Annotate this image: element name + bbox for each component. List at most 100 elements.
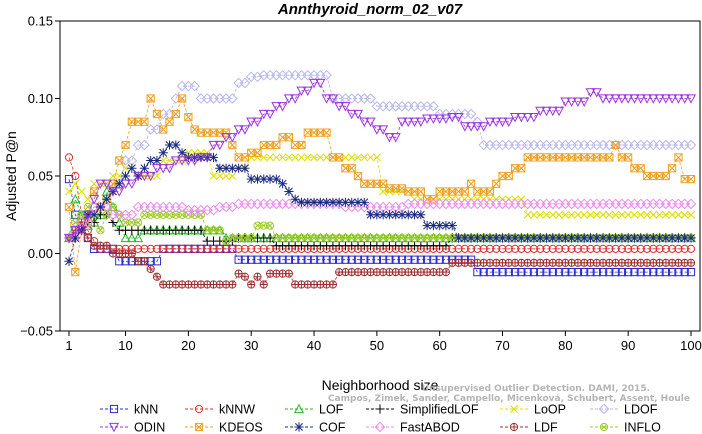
knn-point bbox=[309, 255, 319, 264]
odin-point bbox=[415, 117, 426, 128]
inflo-point bbox=[234, 233, 243, 243]
knn-point bbox=[303, 255, 312, 264]
odin-point bbox=[107, 187, 119, 197]
inflo-point bbox=[259, 221, 268, 230]
odin-point bbox=[566, 97, 577, 107]
inflo-point bbox=[71, 218, 80, 227]
cof-point bbox=[491, 233, 501, 243]
knnw-point bbox=[71, 171, 80, 181]
legend-marker bbox=[293, 403, 305, 414]
knn-point bbox=[429, 255, 438, 264]
cof-point bbox=[353, 197, 363, 207]
knnw-point bbox=[454, 244, 463, 253]
knnw-point bbox=[253, 244, 262, 253]
odin-point bbox=[535, 106, 546, 117]
axes-layer: 1 10 20 30 40 50 60 70 80 90 100 −0.05 0.00 0.05 0.10 0… bbox=[20, 14, 702, 354]
knn-point bbox=[686, 268, 696, 277]
loop-point bbox=[555, 210, 564, 219]
cof-point bbox=[227, 163, 237, 173]
watermark-line-1: Unsupervised Outlier Detection. DAMI, 20… bbox=[422, 384, 650, 394]
series-ldf bbox=[64, 218, 696, 289]
knn-point bbox=[265, 255, 275, 264]
knn-point bbox=[655, 268, 664, 277]
knn-point bbox=[668, 268, 677, 277]
cof-point bbox=[240, 163, 250, 173]
odin-point bbox=[352, 109, 364, 120]
kdeos-point bbox=[517, 164, 526, 173]
kdeos-point bbox=[485, 187, 495, 196]
series-layer bbox=[63, 69, 697, 289]
odin-point bbox=[541, 106, 552, 117]
inflo-point bbox=[397, 233, 407, 243]
cof-point bbox=[284, 186, 294, 197]
legend-marker bbox=[294, 422, 304, 432]
knn-point bbox=[661, 268, 670, 277]
cof-point bbox=[95, 202, 106, 212]
loop-point bbox=[360, 153, 369, 162]
kdeos-point bbox=[611, 140, 620, 150]
kdeos-point bbox=[272, 140, 281, 150]
ldof-point bbox=[321, 69, 332, 81]
odin-point bbox=[660, 94, 671, 104]
odin-point bbox=[101, 179, 112, 190]
inflo-point bbox=[240, 233, 250, 243]
odin-point bbox=[396, 117, 408, 128]
y-tick-label: 0.05 bbox=[28, 169, 53, 184]
knnw-point bbox=[661, 244, 670, 253]
inflo-point bbox=[209, 226, 218, 235]
knnw-point bbox=[171, 244, 180, 253]
legend-label: KDEOS bbox=[219, 421, 263, 434]
knn-point bbox=[529, 268, 539, 277]
knnw-point bbox=[498, 244, 507, 253]
odin-point bbox=[629, 94, 640, 104]
knnw-point bbox=[649, 244, 658, 253]
knnw-point bbox=[485, 244, 495, 253]
ldof-point bbox=[227, 93, 238, 104]
ldf-point bbox=[253, 272, 262, 281]
odin-point bbox=[227, 133, 238, 143]
ldf-point bbox=[83, 233, 92, 243]
knn-point bbox=[404, 255, 413, 264]
odin-point bbox=[252, 117, 263, 128]
loop-point bbox=[599, 210, 607, 219]
inflo-point bbox=[165, 210, 174, 219]
odin-point bbox=[453, 113, 464, 123]
y-tick-label: −0.05 bbox=[20, 324, 53, 339]
knnw-point bbox=[234, 244, 243, 253]
loop-point bbox=[215, 172, 224, 180]
odin-point bbox=[95, 179, 106, 190]
odin-point bbox=[641, 94, 653, 104]
knnw-point bbox=[624, 244, 633, 253]
loop-point bbox=[536, 210, 545, 219]
odin-point bbox=[503, 117, 514, 128]
loop-point bbox=[316, 153, 325, 162]
kdeos-point bbox=[165, 117, 174, 126]
loop-point bbox=[372, 153, 381, 162]
legend-item-simplifiedlof: SimplifiedLOF bbox=[366, 403, 479, 417]
knn-point bbox=[605, 268, 614, 277]
inflo-point bbox=[228, 233, 237, 243]
inflo-point bbox=[247, 233, 256, 243]
x-tick-label: 1 bbox=[65, 338, 72, 353]
kdeos-point bbox=[460, 187, 469, 196]
knn-point bbox=[586, 268, 595, 277]
cof-point bbox=[259, 174, 269, 184]
y-tick-label: 0.15 bbox=[28, 14, 53, 29]
knnw-point bbox=[448, 244, 457, 253]
cof-point bbox=[535, 233, 545, 243]
knn-point bbox=[580, 268, 589, 277]
knn-point bbox=[372, 255, 381, 264]
cof-point bbox=[567, 233, 577, 243]
knn-point bbox=[347, 255, 356, 264]
odin-point bbox=[673, 94, 684, 104]
odin-point bbox=[378, 125, 389, 135]
odin-point bbox=[365, 117, 376, 128]
knnw-point bbox=[473, 244, 482, 253]
inflo-point bbox=[416, 233, 425, 243]
loop-point bbox=[580, 210, 589, 219]
legend-label: COF bbox=[319, 421, 346, 434]
odin-point bbox=[510, 113, 521, 123]
ldf-point bbox=[686, 258, 696, 267]
knn-point bbox=[554, 268, 564, 277]
legend-label: kNNW bbox=[219, 403, 255, 417]
